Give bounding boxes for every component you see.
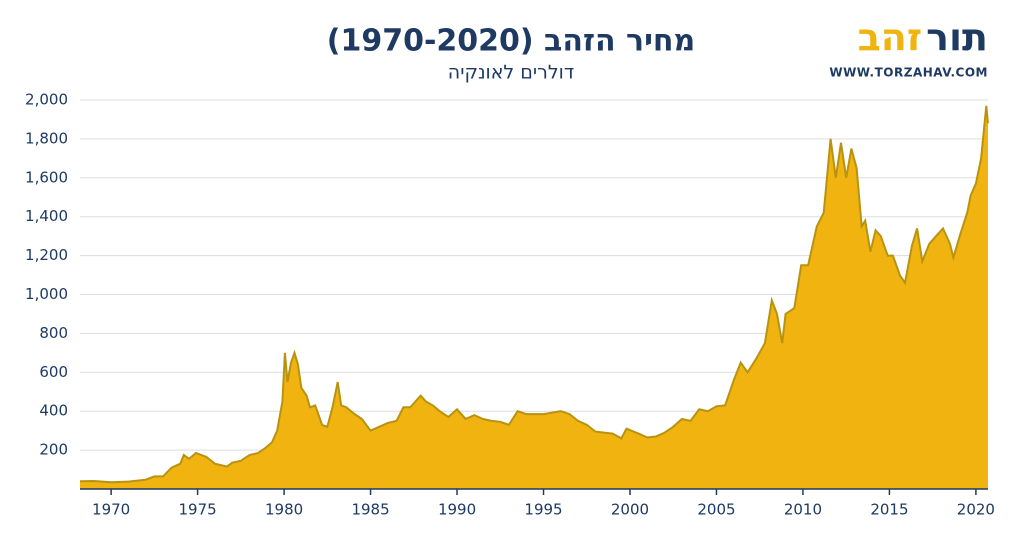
x-tick-label: 2015 <box>870 501 908 519</box>
website: WWW.TORZAHAV.COM <box>829 66 988 80</box>
y-tick-label: 400 <box>39 402 68 420</box>
x-tick-label: 2010 <box>784 501 822 519</box>
x-tick-label: 2020 <box>957 501 995 519</box>
x-tick-label: 2000 <box>611 501 649 519</box>
y-tick-label: 1,800 <box>25 129 68 147</box>
y-tick-label: 200 <box>39 441 68 459</box>
chart-title: מחיר הזהב (1970-2020) <box>327 24 696 59</box>
x-tick-label: 1975 <box>179 501 217 519</box>
area <box>80 105 988 490</box>
logo-word: זהב <box>858 16 923 60</box>
y-tick-label: 1,400 <box>25 207 68 225</box>
x-tick-label: 1985 <box>351 501 389 519</box>
x-tick-label: 1990 <box>438 501 476 519</box>
area-line <box>79 105 989 484</box>
y-tick-label: 2,000 <box>25 91 68 109</box>
x-tick-label: 1970 <box>92 501 130 519</box>
x-tick-label: 1995 <box>524 501 562 519</box>
y-tick-label: 600 <box>39 363 68 381</box>
y-tick-label: 1,200 <box>25 246 68 264</box>
y-tick-label: 800 <box>39 324 68 342</box>
x-tick-label: 1980 <box>265 501 303 519</box>
logo-word: תור <box>926 16 988 60</box>
y-tick-label: 1,000 <box>25 285 68 303</box>
chart-subtitle: דולרים לאונקיה <box>448 62 574 84</box>
x-tick-label: 2005 <box>697 501 735 519</box>
y-tick-label: 1,600 <box>25 168 68 186</box>
